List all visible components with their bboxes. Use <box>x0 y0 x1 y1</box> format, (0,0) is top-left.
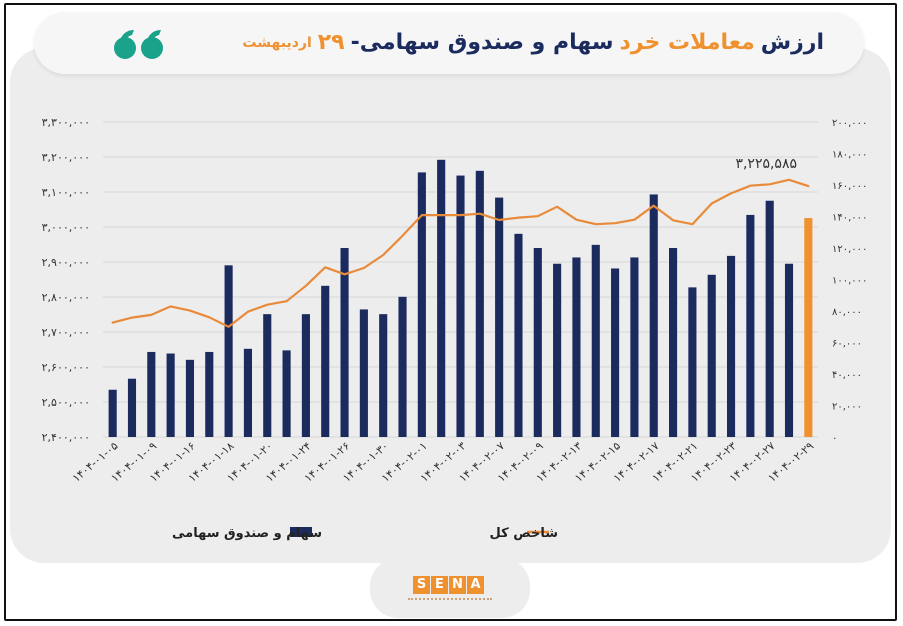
bar <box>127 378 137 437</box>
bar <box>166 353 175 437</box>
y-right-tick-label: ۴۰,۰۰۰ <box>832 370 862 381</box>
y-right-tick-label: ۱۶۰,۰۰۰ <box>832 181 867 192</box>
quote-icon <box>114 30 163 59</box>
title-part2: سهام و صندوق سهامی- <box>350 30 614 55</box>
bar <box>282 350 291 437</box>
sena-logo: S E N A <box>413 576 487 598</box>
bar <box>108 389 117 437</box>
y-right-tick-label: ۱۸۰,۰۰۰ <box>832 150 867 161</box>
bar <box>707 274 716 437</box>
bar <box>533 248 542 437</box>
y-right-tick-label: ۲۰۰,۰۰۰ <box>832 118 867 129</box>
y-left-tick-label: ۲,۸۰۰,۰۰۰ <box>42 291 90 304</box>
bar <box>185 359 195 437</box>
bar <box>591 244 600 437</box>
y-right-tick-label: ۱۴۰,۰۰۰ <box>832 213 867 224</box>
y-left-tick-label: ۳,۲۰۰,۰۰۰ <box>42 151 90 164</box>
bar <box>765 200 774 437</box>
y-left-tick-label: ۳,۰۰۰,۰۰۰ <box>42 221 90 234</box>
bar <box>263 314 272 437</box>
title-highlight: معاملات خرد <box>619 30 755 55</box>
line-series-shakhes-kol <box>111 178 810 328</box>
bar <box>669 248 678 437</box>
bar <box>243 348 252 437</box>
bar <box>784 263 794 437</box>
y-left-tick-label: ۳,۳۰۰,۰۰۰ <box>42 116 90 129</box>
bar <box>417 172 426 437</box>
y-right-tick-label: ۱۲۰,۰۰۰ <box>832 244 867 255</box>
bar <box>321 285 330 437</box>
bar <box>437 159 446 438</box>
y-left-tick-label: ۳,۱۰۰,۰۰۰ <box>42 186 90 199</box>
y-left-tick-label: ۲,۷۰۰,۰۰۰ <box>42 326 90 339</box>
bar <box>630 257 639 437</box>
bar <box>611 268 620 437</box>
bar <box>726 255 736 437</box>
bar <box>553 263 562 437</box>
logo-letter: N <box>449 576 466 594</box>
y-right-tick-label: ۸۰,۰۰۰ <box>832 307 862 318</box>
bar <box>224 265 233 437</box>
y-left-tick-label: ۲,۵۰۰,۰۰۰ <box>42 396 90 409</box>
bar <box>398 296 407 437</box>
bar <box>301 314 310 437</box>
logo-tagline <box>408 598 492 606</box>
legend-label-bars: سهام و صندوق سهامی <box>172 526 322 541</box>
bar <box>456 175 465 438</box>
bar <box>379 314 388 437</box>
bar <box>746 214 755 437</box>
annotation-label: ۳,۲۲۵,۵۸۵ <box>735 156 797 172</box>
legend-label-line: شاخص کل <box>490 526 558 541</box>
bar <box>688 287 697 437</box>
bar <box>572 257 581 437</box>
bar <box>514 233 523 437</box>
legend-swatch-bars <box>290 527 312 537</box>
bar <box>205 351 214 437</box>
y-left-tick-label: ۲,۶۰۰,۰۰۰ <box>42 361 90 374</box>
bar <box>495 197 504 437</box>
y-left-tick-label: ۲,۹۰۰,۰۰۰ <box>42 256 90 269</box>
bar <box>475 170 484 437</box>
y-right-tick-label: ۰ <box>832 433 837 444</box>
chart-panel <box>10 48 891 563</box>
bar <box>359 309 368 437</box>
bar <box>649 194 658 437</box>
logo-letter: S <box>413 576 430 594</box>
y-right-tick-label: ۱۰۰,۰۰۰ <box>832 276 867 287</box>
bar <box>147 351 156 437</box>
chart-title: ارزش معاملات خرد سهام و صندوق سهامی- ۲۹ … <box>242 25 824 61</box>
bar <box>340 248 349 437</box>
title-part1: ارزش <box>760 30 824 55</box>
title-banner: ارزش معاملات خرد سهام و صندوق سهامی- ۲۹ … <box>34 12 864 74</box>
y-left-tick-label: ۲,۴۰۰,۰۰۰ <box>42 431 90 444</box>
y-right-tick-label: ۲۰,۰۰۰ <box>832 402 862 413</box>
logo-letter: A <box>467 576 484 594</box>
title-number: ۲۹ <box>317 30 345 55</box>
title-month: اردیبهشت <box>242 35 312 51</box>
logo-letter: E <box>431 576 448 594</box>
bar <box>804 218 813 437</box>
y-right-tick-label: ۶۰,۰۰۰ <box>832 339 862 350</box>
